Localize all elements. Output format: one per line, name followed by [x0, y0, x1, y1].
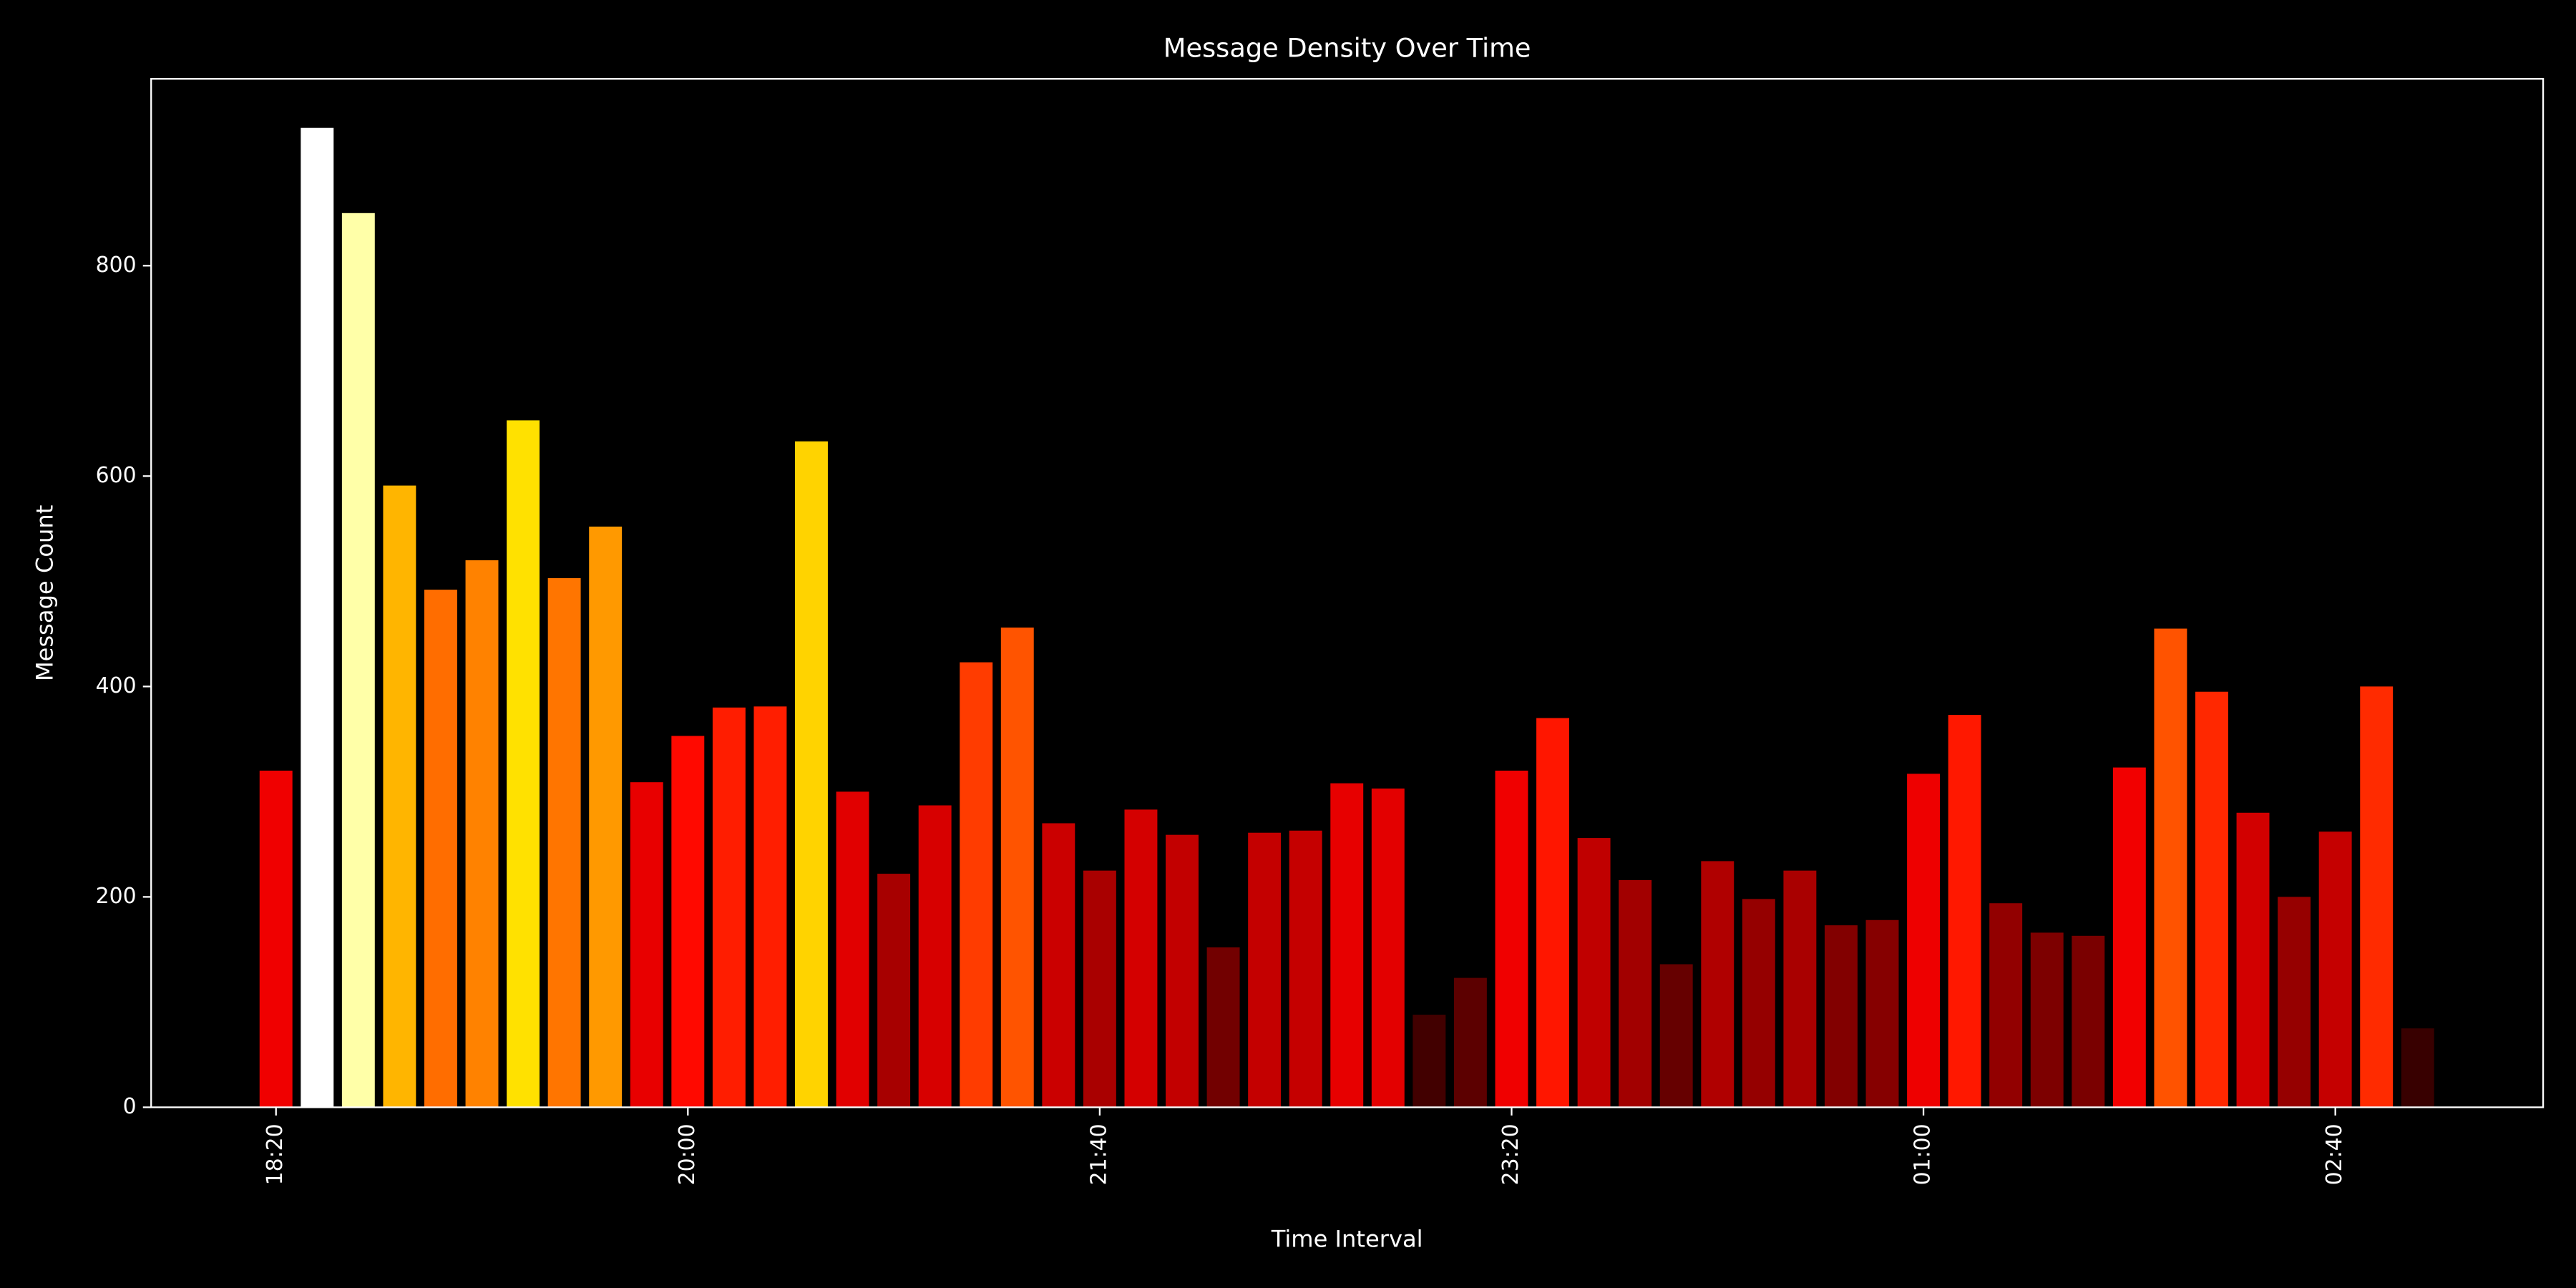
bar [1124, 809, 1158, 1108]
bar [1042, 823, 1075, 1108]
y-tick-label: 0 [123, 1094, 137, 1119]
bar [1783, 870, 1817, 1108]
bar [341, 213, 375, 1108]
bar [960, 662, 993, 1108]
bar [589, 526, 623, 1108]
bar [1495, 770, 1528, 1108]
bar [1453, 977, 1487, 1108]
bar [836, 791, 869, 1108]
x-axis-label: Time Interval [1271, 1225, 1423, 1252]
plot-frame [150, 78, 2545, 1108]
bar [1330, 783, 1364, 1108]
bar [424, 590, 457, 1108]
bar [547, 577, 581, 1108]
x-tick-label: 18:20 [263, 1123, 288, 1185]
bar [1907, 774, 1941, 1108]
bar [2072, 935, 2105, 1108]
bar [1248, 832, 1282, 1108]
bar [1000, 628, 1034, 1108]
bar [507, 420, 540, 1108]
bar [1577, 838, 1611, 1108]
bar [2195, 691, 2228, 1108]
bar [1948, 715, 1981, 1108]
bar [259, 770, 293, 1108]
bar [2278, 897, 2311, 1108]
y-tick-label: 200 [96, 884, 137, 909]
x-tick-label: 23:20 [1498, 1123, 1523, 1185]
bar [1083, 870, 1116, 1108]
bar [2236, 812, 2270, 1108]
bar [2154, 628, 2187, 1108]
bar [1536, 718, 1569, 1108]
bar [2112, 767, 2146, 1108]
bar [671, 736, 705, 1108]
bar [1289, 830, 1322, 1108]
bar [795, 441, 828, 1108]
bar [383, 485, 416, 1108]
x-tick-label: 21:40 [1086, 1123, 1111, 1185]
bar [1865, 919, 1899, 1108]
bar [465, 560, 499, 1108]
bar [877, 874, 911, 1108]
bar [2030, 932, 2064, 1108]
y-axis-label: Message Count [31, 505, 58, 681]
bar [301, 127, 334, 1108]
y-tick-label: 400 [96, 673, 137, 698]
x-tick-label: 01:00 [1911, 1123, 1936, 1185]
bar [712, 707, 746, 1108]
bar [1989, 903, 2023, 1108]
bar [1742, 899, 1775, 1108]
x-tick-label: 02:40 [2322, 1123, 2347, 1185]
bar [630, 782, 663, 1108]
bar [1619, 879, 1652, 1108]
bar [753, 706, 787, 1108]
bar [1413, 1015, 1446, 1108]
bar [1701, 861, 1735, 1108]
y-tick-label: 800 [96, 253, 137, 278]
bar [2360, 686, 2394, 1108]
chart-title: Message Density Over Time [1163, 32, 1531, 63]
x-tick-label: 20:00 [675, 1123, 700, 1185]
y-tick-label: 600 [96, 463, 137, 488]
bar [1824, 925, 1858, 1108]
bar [1166, 834, 1199, 1108]
bar [1659, 964, 1693, 1108]
bar [1371, 788, 1405, 1108]
bar [1206, 947, 1240, 1108]
bar [2401, 1028, 2434, 1108]
bar [918, 805, 952, 1108]
bar [2318, 831, 2352, 1108]
